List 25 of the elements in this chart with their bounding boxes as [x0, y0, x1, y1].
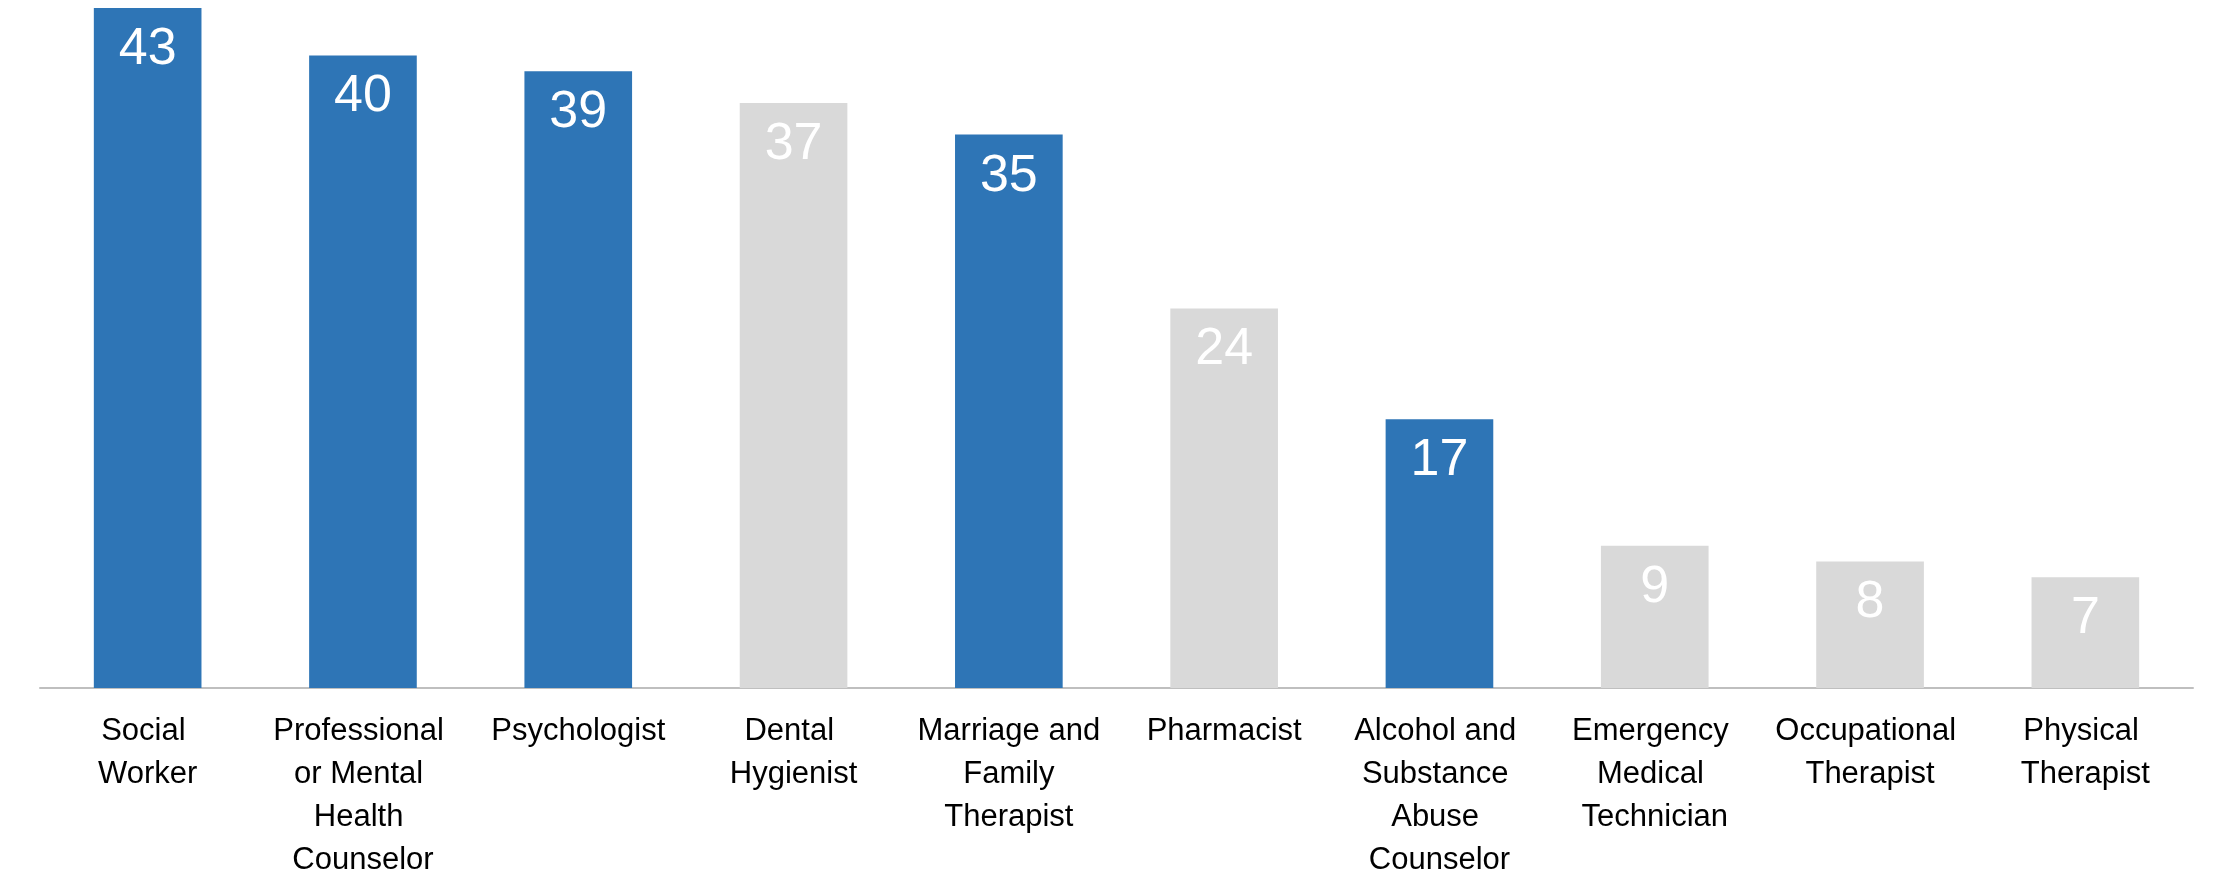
- bar: [2031, 577, 2140, 688]
- data-label: 35: [979, 143, 1038, 202]
- data-label: 17: [1410, 428, 1469, 487]
- x-tick-label: Physical Therapist: [2020, 712, 2151, 790]
- x-tick-label: Psychologist: [491, 712, 666, 747]
- bar: [1385, 419, 1494, 688]
- bar: [524, 71, 633, 688]
- data-label: 43: [118, 17, 177, 75]
- x-tick-label: Social Worker: [97, 712, 198, 790]
- x-tick-label: Professional or Mental Health Counselor: [273, 712, 453, 876]
- x-tick-label: Emergency Medical Technician: [1572, 712, 1738, 833]
- data-label: 39: [549, 80, 608, 139]
- bar: [309, 55, 417, 688]
- x-tick-label: Occupational Therapist: [1775, 712, 1965, 790]
- bar: [1600, 545, 1709, 688]
- bar: [1170, 308, 1278, 688]
- bar: [93, 8, 202, 688]
- bar: [739, 102, 848, 688]
- x-tick-label: Dental Hygienist: [729, 712, 858, 790]
- bar: [955, 134, 1063, 688]
- x-tick-label: Pharmacist: [1146, 712, 1303, 747]
- x-tick-label: Alcohol and Substance Abuse Counselor: [1354, 712, 1525, 876]
- bar: [1816, 561, 1924, 688]
- x-tick-label: Marriage and Family Therapist: [917, 712, 1101, 833]
- data-label: 40: [334, 64, 392, 123]
